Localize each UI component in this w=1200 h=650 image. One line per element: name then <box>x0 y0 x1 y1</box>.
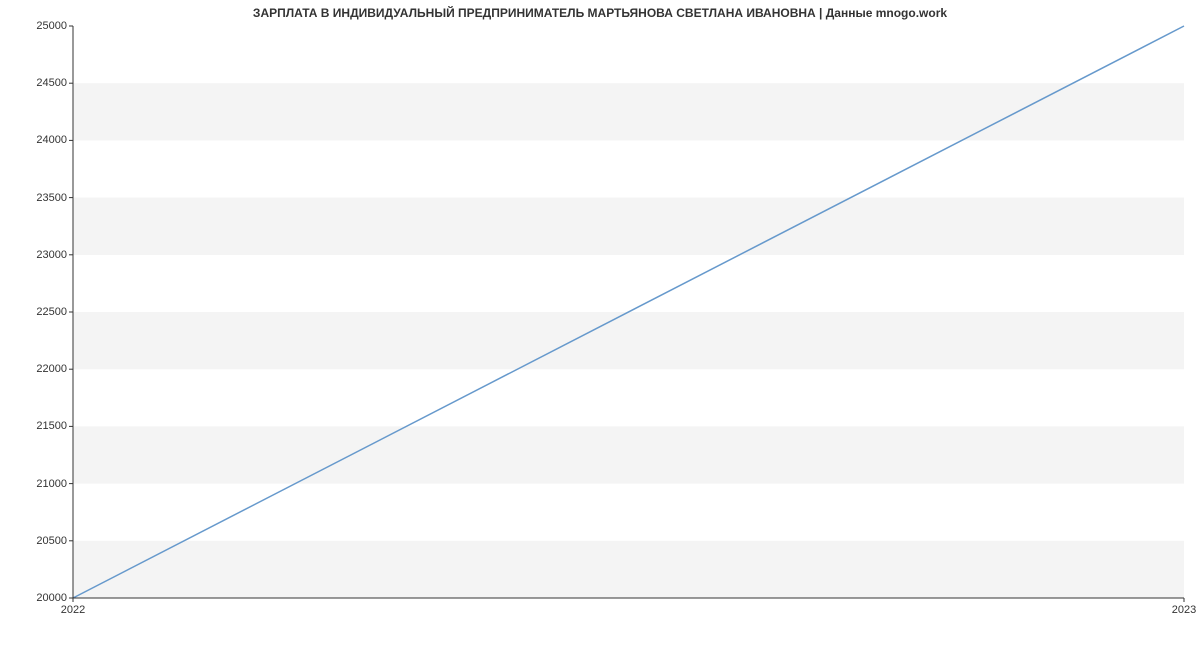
x-tick-label: 2022 <box>61 598 85 616</box>
y-tick-label: 23000 <box>36 249 73 261</box>
y-tick-label: 25000 <box>36 20 73 32</box>
y-tick-label: 21000 <box>36 478 73 490</box>
chart-container: ЗАРПЛАТА В ИНДИВИДУАЛЬНЫЙ ПРЕДПРИНИМАТЕЛ… <box>0 0 1200 650</box>
y-tick-label: 22500 <box>36 306 73 318</box>
y-tick-label: 24000 <box>36 134 73 146</box>
x-tick-label: 2023 <box>1172 598 1196 616</box>
chart-title: ЗАРПЛАТА В ИНДИВИДУАЛЬНЫЙ ПРЕДПРИНИМАТЕЛ… <box>0 6 1200 20</box>
y-tick-label: 24500 <box>36 77 73 89</box>
plot-area: 2000020500210002150022000225002300023500… <box>73 26 1184 598</box>
y-tick-label: 23500 <box>36 192 73 204</box>
y-tick-label: 20500 <box>36 535 73 547</box>
y-tick-label: 22000 <box>36 363 73 375</box>
plot-svg <box>73 26 1184 598</box>
y-tick-label: 21500 <box>36 420 73 432</box>
